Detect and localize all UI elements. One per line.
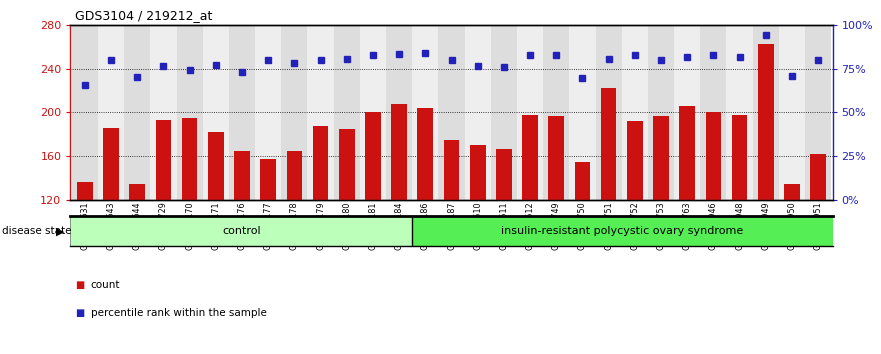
Bar xyxy=(706,113,722,200)
Text: disease state: disease state xyxy=(2,226,71,236)
Bar xyxy=(548,116,564,200)
Bar xyxy=(176,25,203,200)
Bar xyxy=(339,129,355,200)
Bar xyxy=(496,149,512,200)
Bar xyxy=(412,25,439,200)
Bar xyxy=(544,25,569,200)
Bar xyxy=(601,88,617,200)
Bar xyxy=(674,25,700,200)
Bar xyxy=(281,25,307,200)
Bar xyxy=(653,116,669,200)
Bar xyxy=(596,25,622,200)
Bar xyxy=(286,151,302,200)
Bar xyxy=(517,25,544,200)
Text: count: count xyxy=(91,280,120,290)
Bar xyxy=(752,25,779,200)
Bar xyxy=(313,126,329,200)
Bar xyxy=(103,128,119,200)
Bar xyxy=(307,25,334,200)
Bar xyxy=(491,25,517,200)
Bar xyxy=(418,108,433,200)
Bar xyxy=(234,151,250,200)
Text: control: control xyxy=(222,226,261,236)
Bar xyxy=(359,25,386,200)
Bar xyxy=(464,25,491,200)
Bar xyxy=(805,25,832,200)
Bar xyxy=(124,25,151,200)
Bar xyxy=(151,25,176,200)
Bar xyxy=(784,184,800,200)
Bar xyxy=(181,118,197,200)
Bar xyxy=(261,160,276,200)
Bar xyxy=(391,104,407,200)
Bar xyxy=(77,183,93,200)
Text: percentile rank within the sample: percentile rank within the sample xyxy=(91,308,267,318)
Bar xyxy=(412,216,833,246)
Bar xyxy=(203,25,229,200)
Bar xyxy=(758,45,774,200)
Bar xyxy=(470,145,485,200)
Bar xyxy=(439,25,464,200)
Bar xyxy=(627,121,642,200)
Bar xyxy=(444,140,459,200)
Bar xyxy=(700,25,727,200)
Bar xyxy=(334,25,359,200)
Text: ■: ■ xyxy=(75,280,84,290)
Bar xyxy=(569,25,596,200)
Bar xyxy=(71,25,98,200)
Bar xyxy=(70,216,412,246)
Bar xyxy=(522,115,538,200)
Bar xyxy=(732,115,747,200)
Text: ▶: ▶ xyxy=(56,226,64,236)
Bar xyxy=(622,25,648,200)
Bar xyxy=(255,25,281,200)
Bar xyxy=(365,113,381,200)
Bar xyxy=(208,132,224,200)
Bar xyxy=(130,184,145,200)
Bar xyxy=(727,25,752,200)
Text: ■: ■ xyxy=(75,308,84,318)
Text: insulin-resistant polycystic ovary syndrome: insulin-resistant polycystic ovary syndr… xyxy=(501,226,744,236)
Bar xyxy=(386,25,412,200)
Bar xyxy=(229,25,255,200)
Bar xyxy=(679,106,695,200)
Bar xyxy=(574,162,590,200)
Bar xyxy=(156,120,171,200)
Text: GDS3104 / 219212_at: GDS3104 / 219212_at xyxy=(75,9,212,22)
Bar xyxy=(779,25,805,200)
Bar xyxy=(811,154,826,200)
Bar xyxy=(648,25,674,200)
Bar xyxy=(98,25,124,200)
